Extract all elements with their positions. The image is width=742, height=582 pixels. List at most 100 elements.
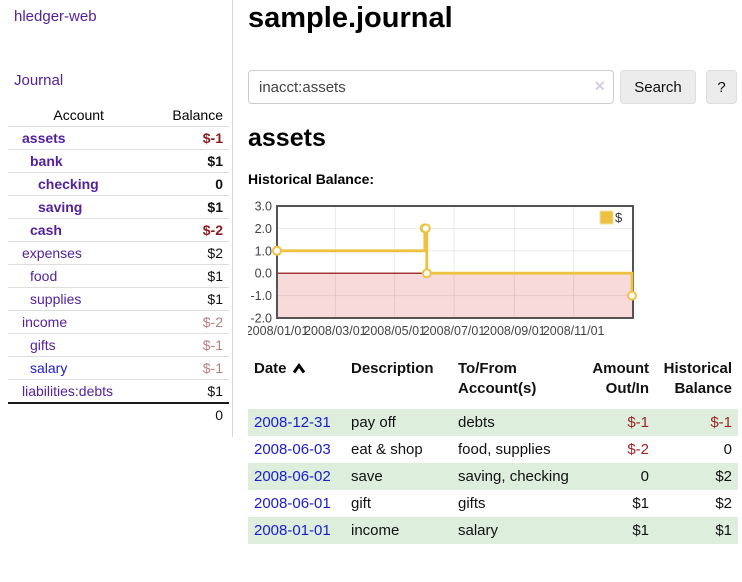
account-row: food $1 bbox=[8, 264, 229, 288]
account-link[interactable]: assets bbox=[22, 130, 66, 146]
account-link[interactable]: expenses bbox=[22, 245, 82, 261]
amount-cell: $1 bbox=[632, 495, 649, 512]
register-header-description: Description bbox=[345, 357, 452, 409]
account-row: supplies $1 bbox=[8, 287, 229, 311]
register-row: 2008-06-03 eat & shop food, supplies $-2 0 bbox=[248, 436, 738, 463]
account-row: expenses $2 bbox=[8, 241, 229, 265]
account-link[interactable]: income bbox=[22, 314, 68, 330]
account-row: checking 0 bbox=[8, 172, 229, 196]
header-label: Balance bbox=[674, 380, 732, 397]
account-balance: $1 bbox=[149, 379, 229, 404]
date-link[interactable]: 2008-01-01 bbox=[254, 522, 331, 539]
account-balance: $1 bbox=[149, 287, 229, 311]
accounts-header-account: Account bbox=[8, 104, 150, 127]
x-tick-label: 2008/11/01 bbox=[543, 324, 605, 338]
date-link[interactable]: 2008-06-03 bbox=[254, 441, 331, 458]
header-label: Description bbox=[351, 360, 434, 377]
accounts-cell: debts bbox=[458, 414, 495, 431]
balance-cell: $1 bbox=[715, 522, 732, 539]
legend-label: $ bbox=[615, 210, 623, 225]
account-heading: assets bbox=[248, 124, 326, 152]
header-label: Out/In bbox=[605, 380, 649, 397]
sidebar: hledger-web Journal Account Balance asse… bbox=[0, 0, 233, 437]
header-label: To/From bbox=[458, 360, 517, 377]
header-label: Amount bbox=[592, 360, 649, 377]
accounts-cell: salary bbox=[458, 522, 499, 539]
account-row: saving $1 bbox=[8, 195, 229, 219]
account-balance: $1 bbox=[149, 264, 229, 288]
historical-balance-chart: 3.0 2.0 1.0 0.0 -1.0 -2.02008/01/012008/03/01… bbox=[248, 200, 637, 338]
amount-cell: $-2 bbox=[627, 441, 649, 458]
balance-cell: 0 bbox=[723, 441, 732, 458]
sort-ascending-icon bbox=[292, 362, 305, 374]
x-tick-label: 2008/01/01 bbox=[248, 324, 308, 338]
y-tick-label: 1.0 bbox=[255, 244, 272, 258]
account-link[interactable]: cash bbox=[30, 222, 62, 238]
clear-search-icon[interactable]: × bbox=[594, 76, 605, 96]
y-tick-label: -2.0 bbox=[250, 312, 272, 326]
account-row: salary $-1 bbox=[8, 356, 229, 380]
account-link[interactable]: food bbox=[30, 268, 58, 284]
description-cell: pay off bbox=[351, 414, 396, 431]
account-balance: $1 bbox=[149, 149, 229, 173]
account-link[interactable]: liabilities:debts bbox=[22, 383, 114, 399]
search-button[interactable]: Search bbox=[620, 70, 696, 104]
amount-cell: $-1 bbox=[627, 414, 649, 431]
accounts-total-row: 0 bbox=[8, 402, 229, 426]
y-tick-label: 2.0 bbox=[255, 222, 272, 236]
header-label: Historical bbox=[663, 360, 732, 377]
balance-cell: $2 bbox=[715, 468, 732, 485]
amount-cell: $1 bbox=[632, 522, 649, 539]
data-point-marker bbox=[627, 290, 637, 301]
register-header-date[interactable]: Date bbox=[248, 357, 345, 409]
account-link[interactable]: supplies bbox=[30, 291, 82, 307]
description-cell: save bbox=[351, 468, 383, 485]
register-row: 2008-06-02 save saving, checking 0 $2 bbox=[248, 463, 738, 490]
amount-cell: 0 bbox=[640, 468, 649, 485]
accounts-total: 0 bbox=[149, 402, 229, 426]
search-input[interactable] bbox=[248, 70, 614, 104]
date-link[interactable]: 2008-12-31 bbox=[254, 414, 331, 431]
data-point-marker bbox=[420, 223, 431, 234]
account-balance: $-2 bbox=[149, 218, 229, 242]
register-row: 2008-01-01 income salary $1 $1 bbox=[248, 517, 738, 544]
register-row: 2008-12-31 pay off debts $-1 $-1 bbox=[248, 409, 738, 436]
account-row: bank $1 bbox=[8, 149, 229, 173]
description-cell: gift bbox=[351, 495, 372, 512]
account-balance: $-1 bbox=[149, 333, 229, 357]
data-point-marker bbox=[272, 245, 282, 256]
register-table: Date Description To/From Account(s) Amount Ou… bbox=[248, 357, 738, 544]
account-link[interactable]: saving bbox=[38, 199, 83, 215]
accounts-header-row: Account Balance bbox=[8, 104, 229, 127]
account-row: gifts $-1 bbox=[8, 333, 229, 357]
main-content: sample.journal × Search ? assets Histori… bbox=[248, 0, 742, 582]
account-row: income $-2 bbox=[8, 310, 229, 334]
help-button[interactable]: ? bbox=[706, 70, 737, 104]
balance-cell: $2 bbox=[715, 495, 732, 512]
search-box: × bbox=[248, 70, 614, 104]
journal-link[interactable]: Journal bbox=[14, 72, 64, 89]
date-link[interactable]: 2008-06-01 bbox=[254, 495, 331, 512]
account-balance: $-1 bbox=[149, 126, 229, 150]
balance-cell: $-1 bbox=[710, 414, 732, 431]
date-link[interactable]: 2008-06-02 bbox=[254, 468, 331, 485]
header-label: Account(s) bbox=[458, 380, 537, 397]
account-balance: $2 bbox=[149, 241, 229, 265]
account-balance: 0 bbox=[149, 172, 229, 196]
x-tick-label: 2008/05/01 bbox=[363, 324, 426, 338]
accounts-cell: food, supplies bbox=[458, 441, 551, 458]
account-row: liabilities:debts $1 bbox=[8, 379, 229, 404]
description-cell: income bbox=[351, 522, 400, 539]
register-row: 2008-06-01 gift gifts $1 $2 bbox=[248, 490, 738, 517]
description-cell: eat & shop bbox=[351, 441, 423, 458]
accounts-cell: gifts bbox=[458, 495, 486, 512]
register-header-tofrom: To/From Account(s) bbox=[452, 357, 580, 409]
account-link[interactable]: salary bbox=[30, 360, 68, 376]
account-link[interactable]: checking bbox=[38, 176, 99, 192]
legend-swatch-icon bbox=[599, 210, 614, 225]
data-point-marker bbox=[421, 268, 432, 279]
account-link[interactable]: bank bbox=[30, 153, 63, 169]
app-title-link[interactable]: hledger-web bbox=[14, 8, 97, 25]
x-tick-label: 2008/03/01 bbox=[304, 324, 367, 338]
account-link[interactable]: gifts bbox=[30, 337, 56, 353]
